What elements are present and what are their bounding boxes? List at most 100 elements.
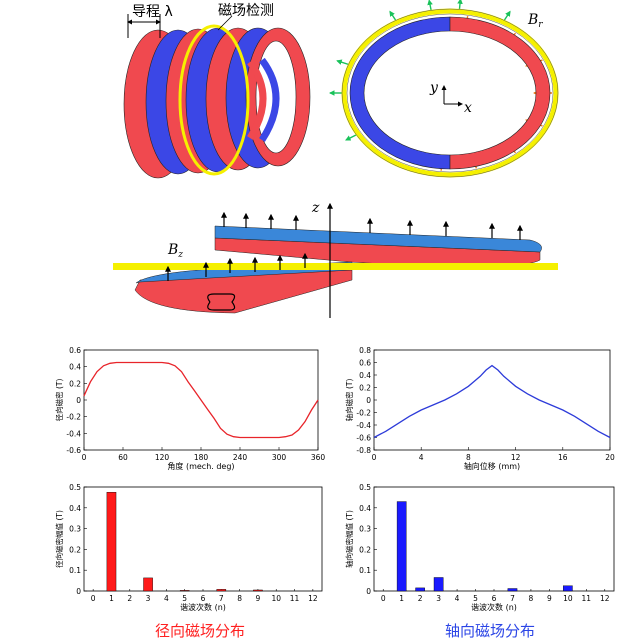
x-tick-label: 11: [290, 594, 300, 603]
series-line: [373, 364, 611, 439]
x-tick-label: 1: [109, 594, 114, 603]
y-tick-label: 0: [366, 587, 371, 596]
ring-illustration: y x Br: [328, 0, 559, 178]
y-tick-label: 0.2: [69, 545, 81, 554]
x-tick-label: 240: [233, 453, 248, 462]
y-axis-label: 轴向磁密 (T): [344, 379, 354, 422]
y-tick-label: 0.5: [359, 483, 371, 492]
x-tick-label: 3: [436, 594, 441, 603]
y-tick-label: -0.4: [356, 421, 371, 430]
x-tick-label: 300: [272, 453, 287, 462]
y-axis-label: 径向磁密幅值 (T): [54, 510, 64, 568]
x-tick-label: 12: [308, 594, 318, 603]
y-tick-label: -0.6: [356, 434, 371, 443]
series-line: [83, 361, 319, 439]
x-tick-label: 20: [605, 453, 615, 462]
pitch-label: 导程 λ: [132, 4, 173, 20]
x-tick-label: 8: [529, 594, 534, 603]
x-tick-label: 6: [201, 594, 206, 603]
y-tick-label: 0.2: [359, 545, 371, 554]
ring-outer-yellow: [341, 8, 559, 178]
x-tick-label: 3: [146, 594, 151, 603]
y-tick-label: -0.2: [356, 409, 371, 418]
x-tick-label: 360: [311, 453, 326, 462]
x-tick-label: 2: [127, 594, 132, 603]
ring-y-label: y: [429, 80, 439, 96]
harmonic-bar-7: [216, 589, 227, 592]
sensor-ring-yellow: [178, 24, 250, 176]
x-tick-label: 9: [256, 594, 261, 603]
y-tick-label: 0.5: [69, 483, 81, 492]
x-tick-label: 6: [492, 594, 497, 603]
harmonic-bar-3: [143, 577, 153, 592]
y-tick-label: 0.3: [69, 525, 81, 534]
y-tick-label: 0.2: [69, 379, 81, 388]
x-tick-label: 16: [558, 453, 568, 462]
x-tick-label: 11: [582, 594, 592, 603]
y-tick-label: -0.4: [66, 429, 81, 438]
plot-frame: [373, 486, 615, 592]
x-tick-label: 180: [194, 453, 209, 462]
bz-label: Bz: [167, 242, 183, 260]
x-tick-label: 4: [455, 594, 460, 603]
y-tick-label: 0.8: [359, 346, 371, 355]
x-tick-label: 0: [82, 453, 87, 462]
helix-illustration: 导程 λ 磁场检测: [123, 3, 311, 179]
ring-axes: [441, 85, 463, 107]
x-tick-label: 2: [418, 594, 423, 603]
y-tick-label: -0.8: [356, 446, 371, 455]
harmonic-bar-1: [396, 501, 407, 592]
sensor-leader-line: [217, 15, 233, 31]
z-axis-label: z: [311, 200, 320, 216]
br-label: Br: [527, 12, 543, 30]
x-tick-label: 1: [399, 594, 404, 603]
y-tick-label: 0.6: [69, 346, 81, 355]
x-tick-label: 4: [164, 594, 169, 603]
x-tick-label: 0: [91, 594, 96, 603]
y-tick-label: 0.2: [359, 384, 371, 393]
y-axis-label: 径向磁密 (T): [54, 379, 64, 422]
ring-x-label: x: [464, 100, 472, 116]
x-tick-label: 10: [271, 594, 281, 603]
harmonic-bar-9: [253, 589, 263, 592]
y-axis-label: 轴向磁密幅值 (T): [344, 510, 354, 568]
y-tick-label: 0.4: [69, 504, 81, 513]
y-tick-label: 0.3: [359, 525, 371, 534]
y-tick-label: 0.1: [69, 566, 81, 575]
x-axis-label: 谐波次数 (n): [180, 602, 226, 612]
radial-flux-line-chart: 0.6 0.4 0.2 0 -0.2 -0.4 -0.6 径向磁密 (T) 角度 (mech. …: [54, 346, 325, 471]
y-tick-label: 0.4: [359, 371, 371, 380]
strip-front-red: [134, 269, 353, 314]
harmonic-bar-10: [563, 585, 573, 592]
harmonic-bar-1: [106, 492, 117, 592]
x-tick-label: 10: [563, 594, 573, 603]
x-tick-label: 5: [473, 594, 478, 603]
axial-flux-line-chart: 0.8 0.6 0.4 0.2 0 -0.2 -0.4 -0.6 -0.8 轴向磁密 (T) 轴向位…: [344, 346, 615, 471]
x-tick-label: 7: [510, 594, 515, 603]
y-tick-label: 0: [366, 396, 371, 405]
x-tick-label: 0: [381, 594, 386, 603]
x-tick-label: 0: [372, 453, 377, 462]
x-tick-label: 12: [600, 594, 610, 603]
x-tick-label: 8: [237, 594, 242, 603]
x-tick-label: 4: [419, 453, 424, 462]
x-axis-label: 谐波次数 (n): [471, 602, 517, 612]
y-tick-label: 0.1: [359, 566, 371, 575]
x-tick-label: 60: [118, 453, 128, 462]
harmonic-bar-3: [433, 577, 444, 592]
strip-back-blue: [214, 225, 542, 253]
x-tick-label: 5: [182, 594, 187, 603]
y-tick-label: 0.6: [359, 359, 371, 368]
sensor-label: 磁场检测: [218, 3, 274, 19]
y-tick-label: 0: [76, 396, 81, 405]
ring-red-half: [449, 16, 551, 170]
x-tick-label: 9: [547, 594, 552, 603]
strip-yellow-sensor: [113, 263, 558, 270]
x-tick-label: 12: [511, 453, 521, 462]
strip-loop-symbol: [207, 293, 236, 311]
harmonic-bar-2: [415, 587, 425, 592]
y-tick-label: 0.4: [359, 504, 371, 513]
x-tick-label: 8: [466, 453, 471, 462]
